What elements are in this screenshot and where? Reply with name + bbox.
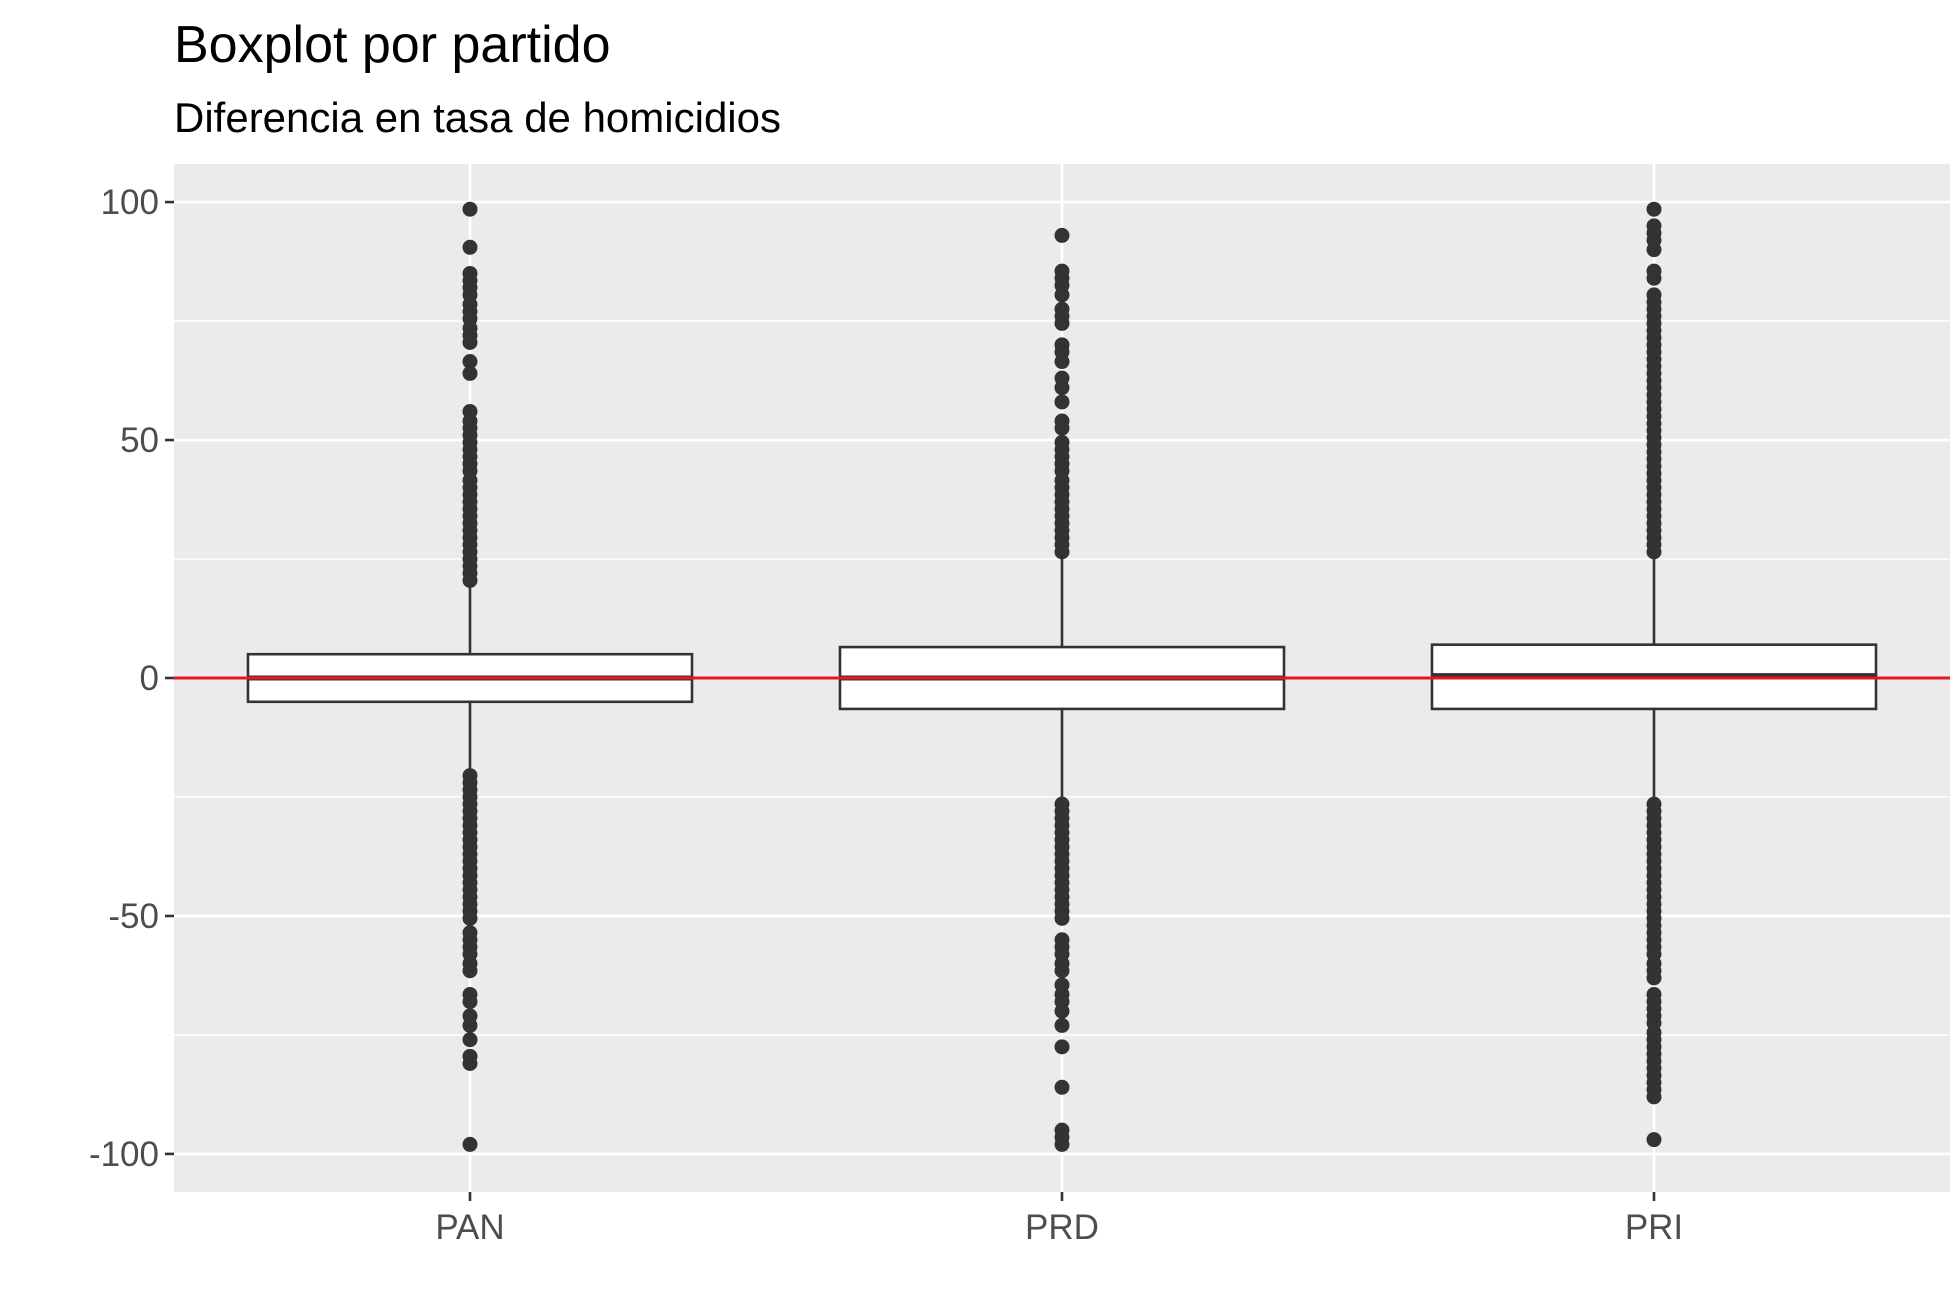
- y-tick-label: -100: [89, 1135, 159, 1174]
- y-tick-label: 50: [120, 421, 159, 460]
- outlier-point: [1054, 354, 1070, 370]
- outlier-point: [462, 354, 478, 370]
- outlier-point: [462, 334, 478, 350]
- y-tick-label: -50: [108, 897, 159, 936]
- x-tick-label: PAN: [435, 1208, 504, 1247]
- x-axis: PAN PRD PRI: [435, 1192, 1683, 1247]
- outlier-point: [1054, 380, 1070, 396]
- outlier-point: [462, 994, 478, 1010]
- outlier-point: [1054, 287, 1070, 303]
- x-tick-label: PRD: [1025, 1208, 1099, 1247]
- y-axis: -100 -50 0 50 100: [89, 183, 174, 1174]
- outlier-point: [1054, 1017, 1070, 1033]
- y-tick-label: 100: [101, 183, 159, 222]
- outlier-point: [1054, 1136, 1070, 1152]
- outlier-point: [1646, 242, 1662, 258]
- outlier-point: [462, 572, 478, 588]
- outlier-point: [1054, 1039, 1070, 1055]
- y-tick-label: 0: [140, 659, 159, 698]
- outlier-point: [462, 1032, 478, 1048]
- outlier-point: [462, 963, 478, 979]
- outlier-point: [462, 1136, 478, 1152]
- outlier-point: [1054, 420, 1070, 436]
- outlier-point: [462, 1056, 478, 1071]
- outlier-point: [462, 365, 478, 381]
- outlier-point: [1054, 910, 1070, 926]
- outlier-point: [1054, 227, 1070, 243]
- outlier-point: [462, 1017, 478, 1033]
- chart-subtitle: Diferencia en tasa de homicidios: [174, 94, 781, 141]
- outlier-point: [1646, 1132, 1662, 1148]
- outlier-point: [1054, 963, 1070, 979]
- outlier-point: [1646, 1089, 1662, 1105]
- outlier-point: [1054, 1079, 1070, 1095]
- outlier-point: [462, 910, 478, 926]
- outlier-point: [1646, 270, 1662, 286]
- outlier-point: [1054, 394, 1070, 410]
- outlier-point: [462, 201, 478, 217]
- outlier-point: [1054, 544, 1070, 560]
- outlier-point: [1646, 970, 1662, 986]
- outlier-point: [1646, 201, 1662, 217]
- outlier-point: [1054, 315, 1070, 331]
- outlier-point: [1054, 1003, 1070, 1019]
- outlier-point: [1646, 544, 1662, 560]
- x-tick-label: PRI: [1625, 1208, 1683, 1247]
- outlier-point: [462, 239, 478, 255]
- chart-title: Boxplot por partido: [174, 16, 611, 74]
